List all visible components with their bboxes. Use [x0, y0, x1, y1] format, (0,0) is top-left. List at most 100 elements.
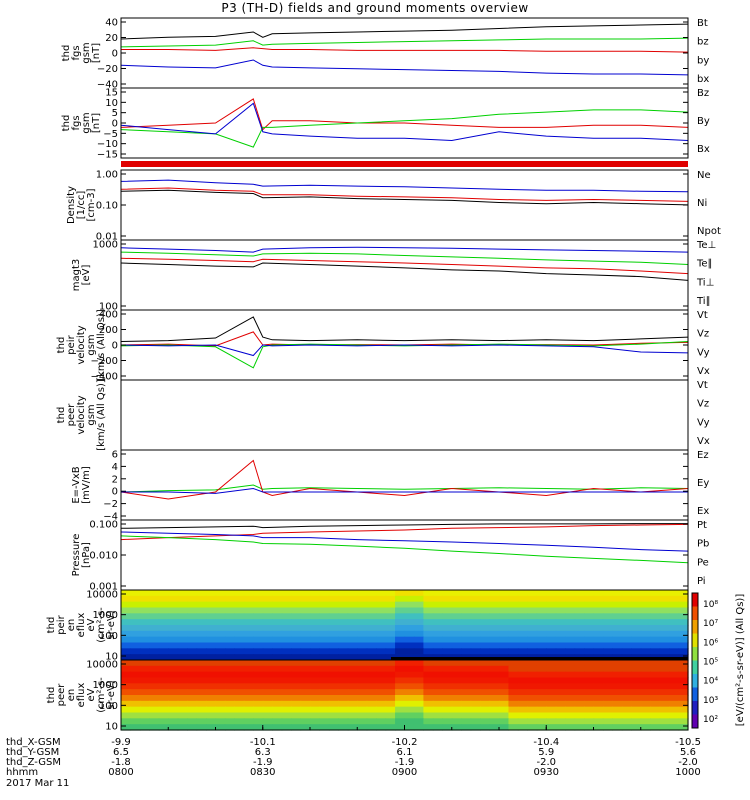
spectrogram-cell	[413, 671, 424, 679]
spectrogram-cell	[432, 660, 443, 667]
spectrogram-cell	[442, 648, 453, 655]
spectrogram-cell	[442, 695, 453, 702]
spectrogram-cell	[328, 590, 339, 597]
spectrogram-cell	[546, 683, 557, 690]
series-line-By	[120, 109, 689, 148]
legend-entry: Vy	[697, 417, 710, 428]
spectrogram-cell	[470, 601, 481, 609]
spectrogram-cell	[206, 601, 217, 609]
spectrogram-cell	[593, 630, 604, 638]
spectrogram-cell	[130, 590, 141, 597]
spectrogram-cell	[149, 671, 160, 679]
spectrogram-cell	[196, 648, 207, 655]
spectrogram-cell	[432, 665, 443, 673]
spectrogram-cell	[262, 636, 273, 644]
spectrogram-cell	[262, 683, 273, 690]
spectrogram-cell	[291, 665, 302, 673]
spectrogram-cell	[546, 642, 557, 649]
panel-label-line: eflux	[76, 683, 87, 708]
spectrogram-cell	[177, 712, 188, 719]
spectrogram-cell	[432, 671, 443, 679]
spectrogram-cell	[631, 706, 642, 714]
legend-entry: Vz	[697, 329, 709, 340]
spectrogram-cell	[669, 607, 680, 614]
spectrogram-cell	[243, 654, 254, 661]
y-tick-label: 6	[112, 450, 118, 461]
spectrogram-cell	[395, 642, 406, 649]
y-tick-label: −2	[103, 499, 118, 510]
spectrogram-cell	[224, 601, 235, 609]
spectrogram-cell	[499, 665, 510, 673]
spectrogram-cell	[272, 619, 283, 626]
spectrogram-cell	[640, 671, 651, 679]
spectrogram-cell	[423, 677, 434, 684]
spectrogram-cell	[508, 718, 519, 725]
spectrogram-cell	[385, 613, 396, 620]
spectrogram-cell	[224, 630, 235, 638]
spectrogram-cell	[499, 718, 510, 725]
ephemeris-value: -10.4	[533, 737, 559, 748]
spectrogram-cell	[158, 613, 169, 620]
spectrogram-cell	[669, 700, 680, 708]
spectrogram-cell	[631, 724, 642, 731]
legend-entry: Bz	[697, 88, 709, 99]
spectrogram-cell	[602, 695, 613, 702]
spectrogram-cell	[272, 671, 283, 679]
spectrogram-cell	[640, 689, 651, 696]
spectrogram-cell	[584, 648, 595, 655]
spectrogram-cell	[291, 630, 302, 638]
spectrogram-cell	[546, 636, 557, 644]
spectrogram-cell	[385, 595, 396, 603]
spectrogram-cell	[272, 700, 283, 708]
spectrogram-cell	[517, 625, 528, 632]
spectrogram-cell	[328, 677, 339, 684]
spectrogram-cell	[659, 677, 670, 684]
legend-entry: Ni	[697, 198, 707, 209]
spectrogram-cell	[499, 695, 510, 702]
spectrogram-cell	[385, 654, 396, 661]
spectrogram-cell	[413, 695, 424, 702]
spectrogram-cell	[328, 613, 339, 620]
spectrogram-cell	[413, 590, 424, 597]
spectrogram-cell	[395, 607, 406, 614]
spectrogram-cell	[300, 590, 311, 597]
spectrogram-cell	[536, 642, 547, 649]
spectrogram-cell	[423, 665, 434, 673]
spectrogram-cell	[206, 724, 217, 731]
spectrogram-cell	[508, 601, 519, 609]
spectrogram-cell	[451, 665, 462, 673]
colorbar-tick-label: 10⁷	[703, 619, 718, 629]
spectrogram-cell	[272, 601, 283, 609]
spectrogram-cell	[461, 660, 472, 667]
spectrogram-cell	[565, 683, 576, 690]
spectrogram-cell	[319, 671, 330, 679]
spectrogram-cell	[224, 683, 235, 690]
spectrogram-cell	[451, 642, 462, 649]
spectrogram-cell	[253, 636, 264, 644]
spectrogram-cell	[451, 660, 462, 667]
spectrogram-cell	[508, 677, 519, 684]
spectrogram-cell	[243, 625, 254, 632]
spectrogram-cell	[413, 683, 424, 690]
spectrogram-cell	[168, 700, 179, 708]
spectrogram-cell	[612, 607, 623, 614]
spectrogram-cell	[650, 642, 661, 649]
spectrogram-cell	[130, 706, 141, 714]
spectrogram-cell	[319, 601, 330, 609]
y-tick-label: −40	[97, 80, 118, 91]
panel-label-line: E=-VxB	[71, 466, 82, 503]
spectrogram-cell	[376, 712, 387, 719]
spectrogram-cell	[366, 654, 377, 661]
spectrogram-cell	[593, 625, 604, 632]
y-tick-label: 100	[99, 701, 118, 712]
spectrogram-cell	[187, 712, 198, 719]
spectrogram-cell	[168, 601, 179, 609]
spectrogram-cell	[593, 706, 604, 714]
spectrogram-cell	[650, 607, 661, 614]
spectrogram-cell	[121, 590, 132, 597]
spectrogram-cell	[527, 660, 538, 667]
spectrogram-cell	[536, 700, 547, 708]
spectrogram-cell	[168, 625, 179, 632]
spectrogram-cell	[366, 636, 377, 644]
spectrogram-cell	[376, 671, 387, 679]
